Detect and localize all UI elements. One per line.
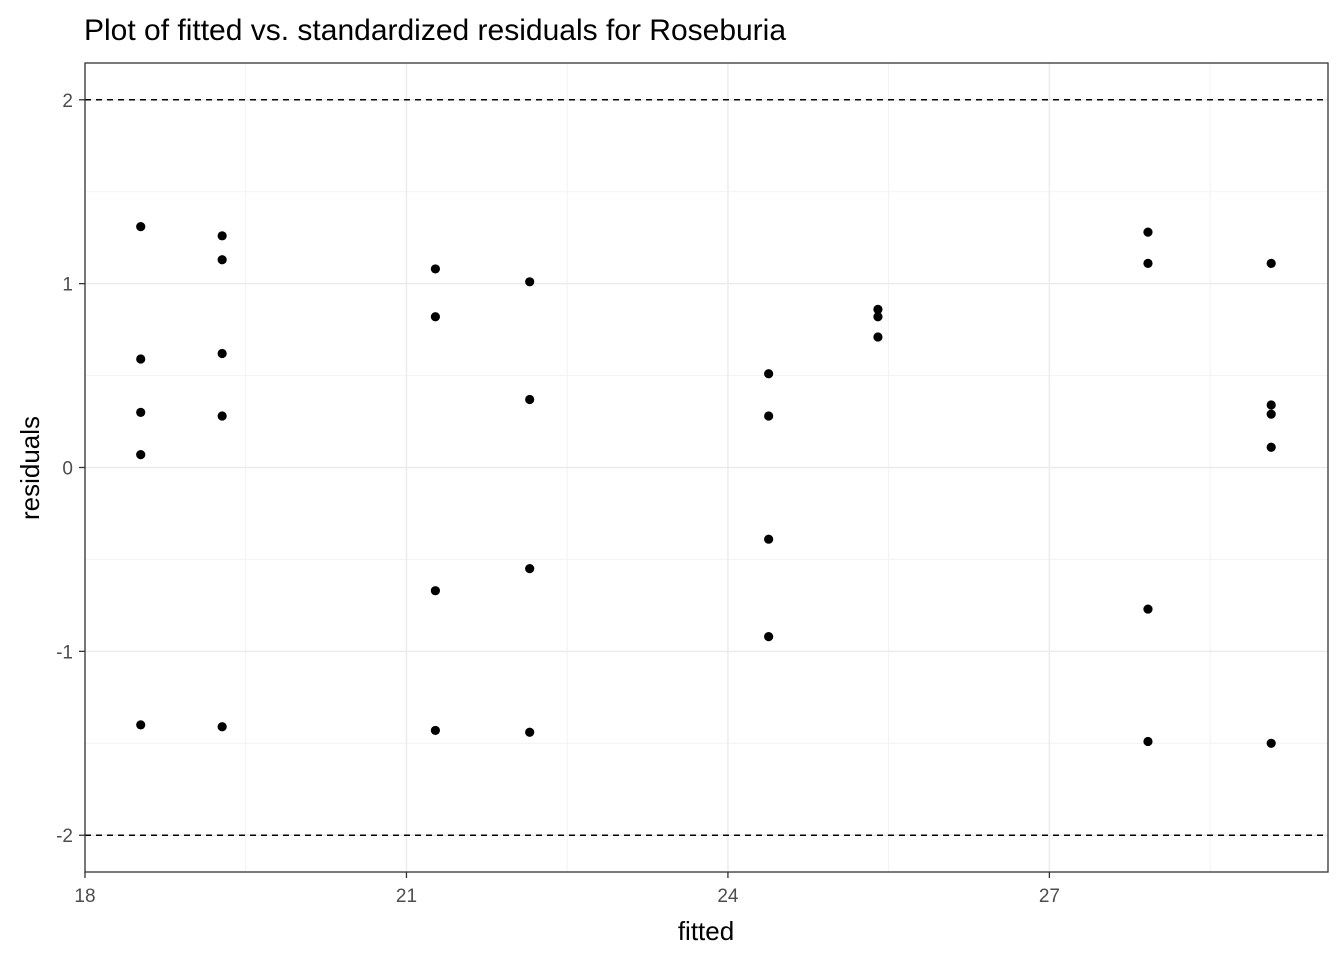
- data-point: [136, 720, 146, 730]
- data-point: [1143, 227, 1153, 237]
- x-tick-label: 18: [74, 886, 95, 907]
- y-axis-ticks: -2 -1 0 1 2: [56, 91, 85, 847]
- x-tick-label: 24: [717, 886, 739, 907]
- data-point: [136, 450, 146, 460]
- x-tick-label: 21: [396, 886, 417, 907]
- data-point: [1266, 442, 1276, 452]
- data-point: [525, 394, 535, 405]
- data-point: [217, 231, 227, 241]
- data-point: [430, 725, 440, 736]
- y-tick-label: -1: [56, 642, 73, 663]
- data-point: [136, 222, 146, 232]
- data-point: [873, 312, 883, 322]
- x-axis-title: fitted: [678, 916, 734, 946]
- data-point: [1143, 736, 1153, 747]
- data-points: [136, 222, 1276, 748]
- y-tick-label: 2: [62, 91, 73, 112]
- y-tick-label: 1: [62, 275, 73, 296]
- y-tick-label: 0: [62, 459, 73, 480]
- data-point: [217, 255, 227, 265]
- data-point: [1266, 258, 1276, 269]
- data-point: [1143, 258, 1153, 269]
- data-point: [1266, 738, 1276, 748]
- y-axis-title: residuals: [15, 416, 45, 520]
- data-point: [764, 411, 774, 421]
- data-point: [764, 369, 774, 379]
- data-point: [430, 586, 440, 596]
- data-point: [217, 411, 227, 421]
- x-tick-label: 27: [1039, 886, 1060, 907]
- data-point: [525, 277, 535, 287]
- data-point: [1266, 409, 1276, 419]
- data-point: [430, 312, 440, 322]
- grid-lines: [84, 63, 1328, 872]
- data-point: [136, 407, 146, 417]
- data-point: [430, 264, 440, 274]
- data-point: [217, 722, 227, 732]
- x-axis-ticks: 18 21 24 27: [74, 872, 1060, 907]
- reference-lines: [85, 99, 1328, 836]
- data-point: [1143, 604, 1153, 614]
- chart-title: Plot of fitted vs. standardized residual…: [84, 14, 786, 47]
- data-point: [1266, 400, 1276, 410]
- data-point: [873, 304, 883, 314]
- data-point: [525, 727, 535, 737]
- data-point: [764, 632, 774, 642]
- data-point: [525, 564, 535, 574]
- data-point: [217, 348, 227, 359]
- data-point: [873, 332, 883, 342]
- y-tick-label: -2: [56, 826, 73, 847]
- data-point: [136, 354, 146, 364]
- data-point: [764, 534, 774, 544]
